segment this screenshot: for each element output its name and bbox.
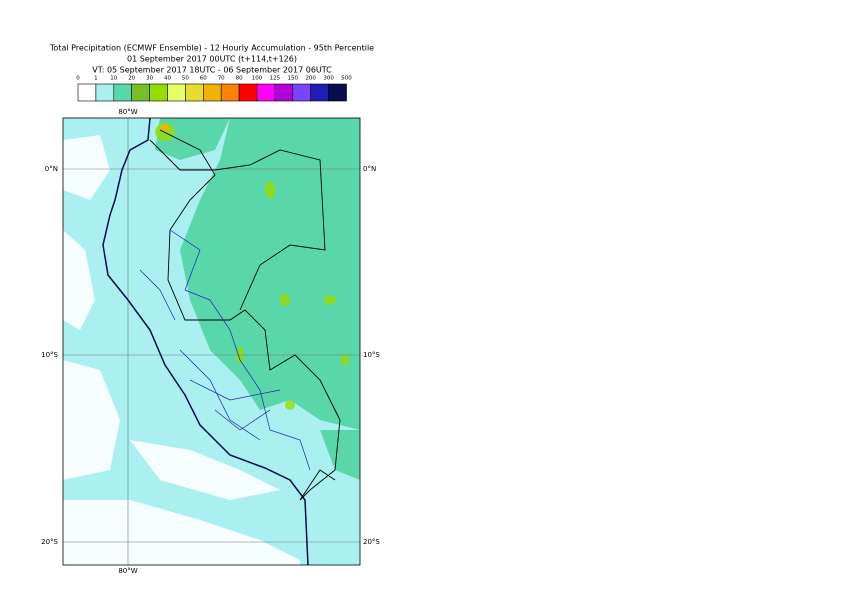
lat-label: 0°N xyxy=(45,165,58,173)
legend-label: 50 xyxy=(182,76,189,82)
dry-patches xyxy=(63,135,300,565)
wet-patches xyxy=(155,118,360,480)
legend-label: 125 xyxy=(270,76,281,82)
legend-label: 30 xyxy=(146,76,153,82)
legend-box xyxy=(256,83,276,102)
lat-label: 0°N xyxy=(363,165,376,173)
lon-label: 80°W xyxy=(118,108,137,116)
legend-box xyxy=(310,83,329,102)
lat-label: 20°S xyxy=(363,538,380,546)
legend-label: 80 xyxy=(236,76,243,82)
legend-box xyxy=(292,83,311,102)
coastline xyxy=(102,118,309,565)
lat-label: 10°S xyxy=(41,351,58,359)
lon-label: 80°W xyxy=(118,567,137,575)
legend-box xyxy=(113,83,133,102)
legend-box xyxy=(131,83,150,102)
lat-label: 10°S xyxy=(363,351,380,359)
legend-label: 70 xyxy=(218,76,225,82)
legend-box xyxy=(167,83,186,102)
legend-box xyxy=(238,83,258,102)
legend-box xyxy=(149,83,168,102)
rain-peak xyxy=(161,124,169,132)
borders xyxy=(149,129,341,501)
legend-label: 200 xyxy=(305,76,316,82)
legend-box xyxy=(274,83,294,102)
legend-label: 0 xyxy=(76,76,80,82)
map-frame xyxy=(62,117,361,566)
legend-label: 150 xyxy=(288,76,299,82)
legend-box xyxy=(220,83,240,102)
map xyxy=(63,118,360,565)
regions xyxy=(139,229,311,471)
base-time: 01 September 2017 00UTC (t+114,t+126) xyxy=(127,55,297,64)
legend-box xyxy=(77,83,97,102)
legend-label: 10 xyxy=(110,76,117,82)
lat-label: 20°S xyxy=(41,538,58,546)
legend-label: 300 xyxy=(323,76,334,82)
legend-box xyxy=(328,83,347,102)
legend-box xyxy=(203,83,222,102)
legend: 0 1 10 20 30 40 50 60 70 80 100 125 150 200 300 500 xyxy=(76,76,352,102)
legend-box xyxy=(95,83,115,102)
legend-label: 40 xyxy=(164,76,171,82)
legend-label: 500 xyxy=(341,76,352,82)
valid-time: VT: 05 September 2017 18UTC - 06 Septemb… xyxy=(92,66,332,75)
title: Total Precipitation (ECMWF Ensemble) - 1… xyxy=(49,44,374,53)
legend-label: 60 xyxy=(200,76,207,82)
legend-label: 1 xyxy=(94,76,98,82)
legend-label: 20 xyxy=(128,76,135,82)
legend-box xyxy=(185,83,204,102)
legend-label: 100 xyxy=(252,76,263,82)
